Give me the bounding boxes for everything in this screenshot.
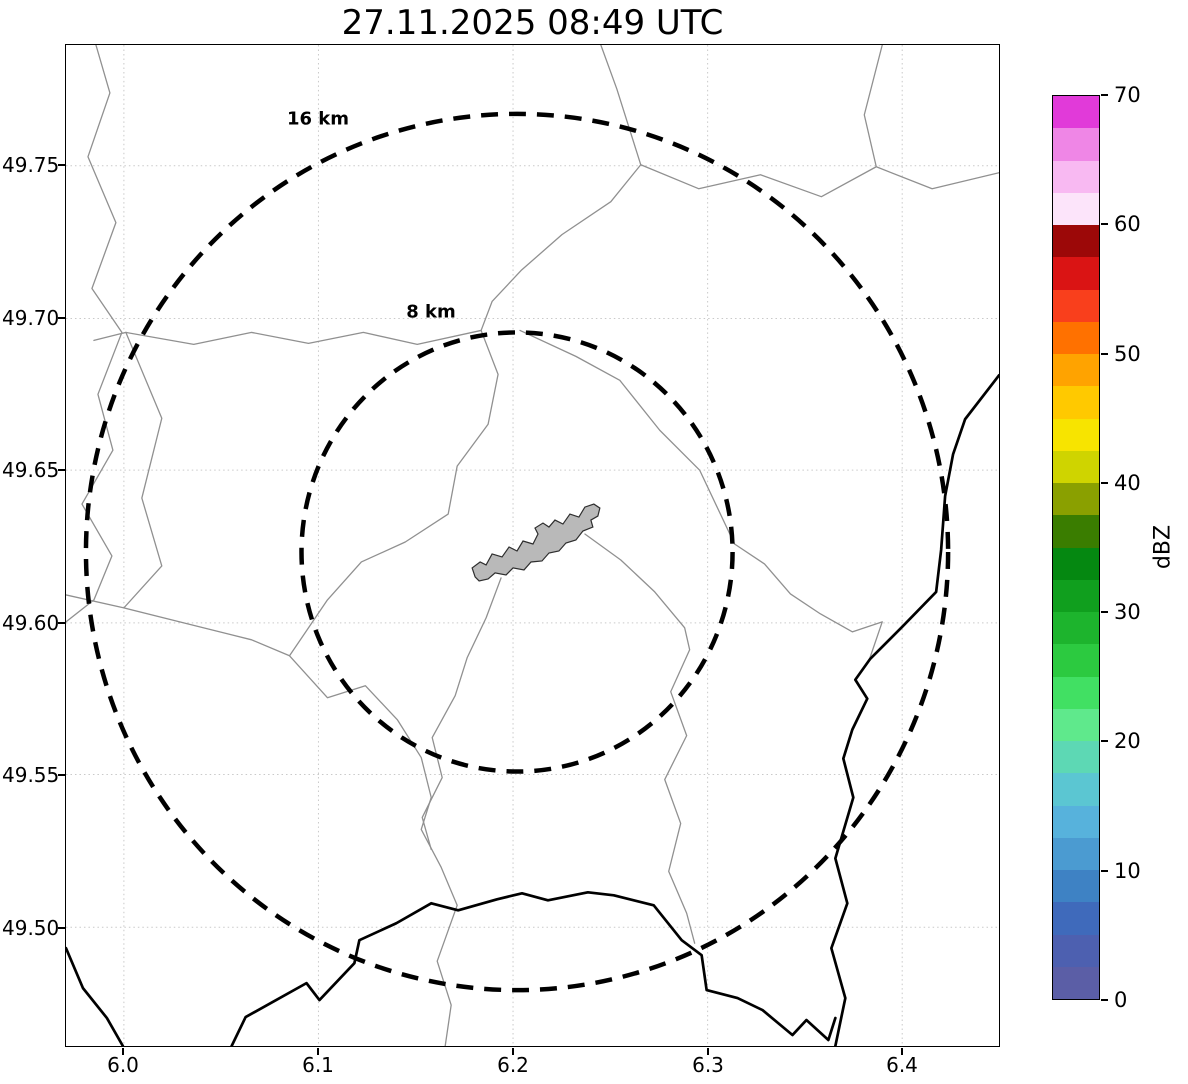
x-tick-label: 6.3 [692, 1053, 724, 1077]
colorbar-tick-label: 30 [1114, 600, 1141, 624]
boundary-line [875, 166, 999, 190]
boundary-line [66, 594, 458, 1046]
colorbar-band [1053, 289, 1099, 322]
y-tick-mark [58, 927, 65, 929]
colorbar-band [1053, 225, 1099, 258]
boundary-line [640, 45, 883, 198]
y-tick-mark [58, 317, 65, 319]
colorbar-band [1053, 483, 1099, 516]
grid-lines [66, 45, 999, 1046]
colorbar-band [1053, 128, 1099, 161]
colorbar-band [1053, 708, 1099, 741]
country-border-line [830, 373, 999, 1046]
x-tick-mark [317, 1048, 319, 1055]
colorbar-band [1053, 418, 1099, 451]
y-tick-label: 49.75 [2, 153, 60, 177]
colorbar-band [1053, 676, 1099, 709]
colorbar-title: dBZ [1150, 524, 1176, 570]
colorbar-tick-mark [1101, 611, 1108, 613]
colorbar-band [1053, 966, 1099, 999]
colorbar-tick-label: 20 [1114, 729, 1141, 753]
y-tick-mark [58, 622, 65, 624]
colorbar-swatches [1053, 96, 1099, 999]
boundary-line [93, 329, 482, 346]
colorbar-band [1053, 902, 1099, 935]
x-tick-mark [707, 1048, 709, 1055]
colorbar-tick-mark [1101, 223, 1108, 225]
colorbar-tick-label: 0 [1114, 988, 1128, 1012]
colorbar-band [1053, 547, 1099, 580]
colorbar-band [1053, 579, 1099, 612]
map-canvas [66, 45, 999, 1046]
colorbar-band [1053, 386, 1099, 419]
x-tick-label: 6.4 [886, 1053, 918, 1077]
boundary-line [519, 329, 736, 545]
colorbar-band [1053, 160, 1099, 193]
colorbar-band [1053, 644, 1099, 677]
country-border-lines [66, 373, 999, 1046]
colorbar-band [1053, 321, 1099, 354]
city-boundary-polygon [471, 503, 601, 582]
x-tick-mark [901, 1048, 903, 1055]
colorbar-tick-label: 10 [1114, 859, 1141, 883]
plot-title: 27.11.2025 08:49 UTC [341, 3, 724, 43]
colorbar-band [1053, 870, 1099, 903]
x-tick-label: 6.0 [107, 1053, 139, 1077]
boundary-line [123, 331, 163, 609]
y-tick-label: 49.65 [2, 458, 60, 482]
boundary-line [66, 45, 123, 623]
colorbar-tick-mark [1101, 94, 1108, 96]
colorbar-tick-mark [1101, 999, 1108, 1001]
range-ring-8km [299, 330, 735, 774]
colorbar-band [1053, 354, 1099, 387]
colorbar-tick-label: 60 [1114, 212, 1141, 236]
colorbar-band [1053, 96, 1099, 129]
colorbar [1052, 95, 1100, 1000]
country-border-line [230, 890, 837, 1046]
admin-boundary-lines [66, 45, 999, 1046]
map-plot-area: 16 km 8 km [65, 44, 1000, 1047]
colorbar-tick-label: 50 [1114, 342, 1141, 366]
y-tick-mark [58, 774, 65, 776]
colorbar-tick-label: 40 [1114, 471, 1141, 495]
country-border-line [66, 946, 125, 1046]
colorbar-band [1053, 192, 1099, 225]
y-tick-label: 49.55 [2, 763, 60, 787]
x-tick-mark [512, 1048, 514, 1055]
colorbar-band [1053, 612, 1099, 645]
x-tick-label: 6.1 [302, 1053, 334, 1077]
y-tick-label: 49.50 [2, 916, 60, 940]
range-ring-label-8km: 8 km [406, 301, 456, 323]
colorbar-tick-mark [1101, 870, 1108, 872]
boundary-line [421, 577, 502, 851]
colorbar-tick-label: 70 [1114, 83, 1141, 107]
y-tick-label: 49.70 [2, 306, 60, 330]
range-rings [83, 111, 951, 993]
colorbar-band [1053, 805, 1099, 838]
y-tick-mark [58, 164, 65, 166]
colorbar-band [1053, 450, 1099, 483]
y-tick-mark [58, 469, 65, 471]
x-tick-mark [122, 1048, 124, 1055]
colorbar-band [1053, 837, 1099, 870]
colorbar-tick-mark [1101, 353, 1108, 355]
colorbar-band [1053, 741, 1099, 774]
y-tick-label: 49.60 [2, 611, 60, 635]
range-ring-16km [83, 111, 951, 993]
colorbar-band [1053, 934, 1099, 967]
boundary-line [733, 543, 883, 661]
colorbar-band [1053, 773, 1099, 806]
x-tick-label: 6.2 [497, 1053, 529, 1077]
colorbar-band [1053, 257, 1099, 290]
colorbar-tick-mark [1101, 740, 1108, 742]
colorbar-tick-mark [1101, 482, 1108, 484]
boundary-line [584, 533, 696, 944]
colorbar-band [1053, 515, 1099, 548]
range-ring-label-16km: 16 km [286, 108, 350, 130]
boundary-line [288, 45, 642, 657]
